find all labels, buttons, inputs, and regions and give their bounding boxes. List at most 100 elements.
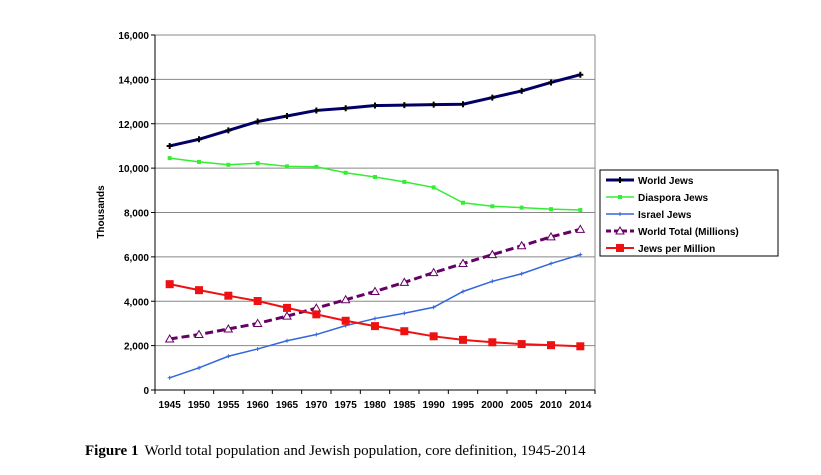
data-point [399,277,410,286]
x-tick-label: 1960 [247,400,270,411]
data-point [195,286,203,295]
y-tick-label: 14,000 [118,75,149,86]
data-point [547,341,555,350]
data-point [314,164,319,169]
data-point [373,316,377,321]
data-point [226,162,231,167]
legend-label: World Total (Millions) [638,227,739,238]
y-tick-label: 10,000 [118,164,149,175]
y-tick-label: 2,000 [124,342,149,353]
series-line [169,157,581,211]
data-point [461,200,465,205]
data-point [312,310,321,319]
data-point [314,332,319,337]
data-point [197,365,201,370]
data-point [373,175,377,179]
data-point [578,208,583,213]
data-point [226,354,231,359]
data-point [519,271,524,276]
data-point [283,303,291,312]
data-point [549,261,553,266]
data-point [428,267,439,277]
data-point [461,289,465,294]
x-tick-label: 2000 [481,400,504,411]
data-point [225,127,232,134]
data-point [224,291,233,300]
data-point [400,327,409,336]
data-point [255,346,260,351]
x-tick-label: 2014 [569,400,592,411]
x-tick-label: 1975 [335,400,358,411]
x-tick-label: 1985 [393,400,416,411]
x-tick-label: 1970 [305,400,328,411]
line-chart: 0 2,000 4,000 6,000 8,000 10,000 12,000 14,000 1… [96,31,779,411]
data-point [575,224,586,233]
data-point [616,244,624,252]
y-tick-label: 12,000 [118,120,149,131]
data-point [576,342,585,351]
data-point [431,305,436,310]
data-point [372,102,378,109]
data-point [370,286,380,295]
y-tick-label: 6,000 [124,253,149,264]
x-tick-label: 1990 [423,400,446,411]
x-tick-label: 1955 [217,400,240,411]
data-point [285,164,289,169]
x-tick-label: 1980 [364,400,387,411]
data-point [282,311,292,320]
data-point [223,323,234,333]
data-point [618,212,622,216]
data-point [313,107,320,114]
x-tick-label: 2005 [511,400,534,411]
data-point [617,177,623,183]
legend-label: Diaspora Jews [638,193,708,204]
data-point [487,249,498,259]
data-point [402,311,407,316]
data-point [489,94,496,101]
data-point [615,225,625,235]
data-point [285,338,289,343]
data-point [578,252,583,257]
legend-label: Israel Jews [638,210,692,221]
data-point [166,142,173,149]
y-tick-label: 0 [143,386,149,397]
data-point [194,329,204,339]
data-point [431,185,436,190]
caption-text: World total population and Jewish popula… [144,443,586,459]
y-tick-label: 4,000 [124,297,149,308]
data-point [253,297,262,306]
data-point [254,118,261,125]
data-point [371,322,379,331]
figure-label: Figure 1 [85,443,139,459]
data-point [401,102,408,109]
data-point [618,195,622,199]
x-tick-label: 1965 [276,400,299,411]
legend [599,169,779,257]
data-point [549,207,553,212]
series-line [169,253,581,379]
data-point [342,105,349,112]
figure-caption: Figure 1 World total population and Jewis… [85,443,586,460]
legend-label: Jews per Million [638,244,715,255]
data-point [402,179,407,184]
data-point [518,87,525,94]
data-point [167,375,172,380]
data-point [340,294,351,304]
y-tick-label: 8,000 [124,209,149,220]
y-axis-label: Thousands [96,185,107,239]
series-line [169,73,581,148]
x-tick-label: 2010 [540,400,563,411]
data-point [548,79,554,86]
data-point [488,338,497,347]
x-tick-label: 1995 [452,400,475,411]
data-point [165,280,174,289]
data-point [517,340,526,349]
data-point [343,170,348,175]
data-point [490,279,495,284]
data-point [490,204,495,209]
data-point [458,258,468,268]
data-point [252,318,263,327]
data-point [284,112,290,119]
data-point [546,231,556,241]
data-point [255,161,260,166]
